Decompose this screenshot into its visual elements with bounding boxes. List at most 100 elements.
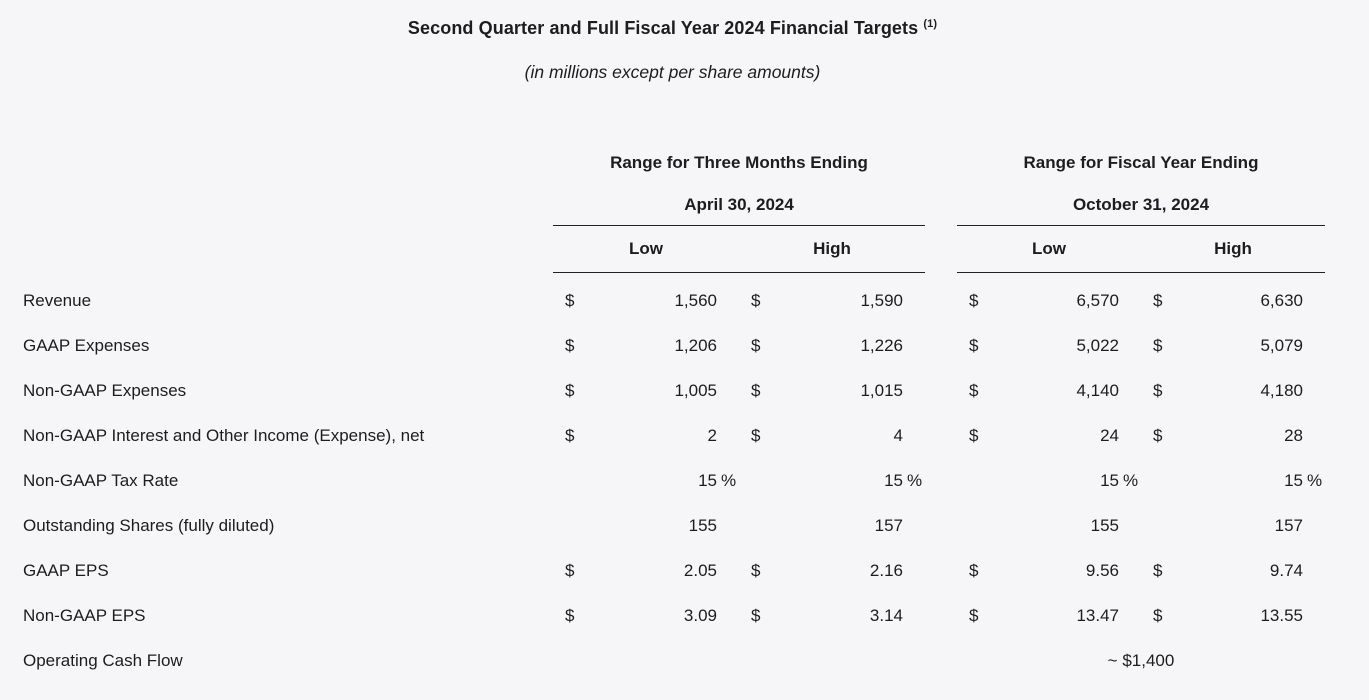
fy-low-column-header: Low (1032, 239, 1066, 258)
cell-q2-low: $2 (553, 413, 739, 458)
currency-prefix: $ (1153, 605, 1163, 625)
cell-value: 28 (1284, 425, 1303, 445)
table-row-non-gaap-eps: Non-GAAP EPS $3.09 $3.14 $13.47 $13.55 (0, 593, 1325, 638)
currency-prefix: $ (751, 605, 761, 625)
row-label: Operating Cash Flow (23, 650, 183, 670)
currency-prefix: $ (969, 605, 979, 625)
cell-q2-high: 157 (739, 503, 925, 548)
table-row-gaap-eps: GAAP EPS $2.05 $2.16 $9.56 $9.74 (0, 548, 1325, 593)
cell-value: 1,226 (860, 335, 903, 355)
group-gap (925, 140, 957, 185)
q2-low-high-headers: Low High (553, 226, 925, 273)
currency-prefix: $ (1153, 380, 1163, 400)
cell-value: 9.74 (1269, 560, 1303, 580)
cell-fy-high: $6,630 (1141, 278, 1325, 323)
cell-value: 15 (1284, 470, 1303, 490)
group-title-row: Range for Three Months Ending Range for … (0, 140, 1325, 185)
financial-targets-table: Range for Three Months Ending Range for … (0, 140, 1325, 683)
cell-fy-high: $9.74 (1141, 548, 1325, 593)
currency-prefix: $ (565, 290, 575, 310)
cell-value: 3.09 (683, 605, 717, 625)
group-gap (925, 185, 957, 226)
currency-prefix: $ (1153, 425, 1163, 445)
cell-q2-low: 155 (553, 503, 739, 548)
percent-suffix: % (1123, 470, 1139, 490)
cell-value: 1,005 (674, 380, 717, 400)
currency-prefix: $ (565, 335, 575, 355)
cell-q2-high: $1,226 (739, 323, 925, 368)
currency-prefix: $ (969, 560, 979, 580)
percent-suffix: % (907, 470, 923, 490)
row-label: Revenue (23, 290, 92, 310)
document-header: Second Quarter and Full Fiscal Year 2024… (0, 0, 1345, 83)
cell-fy-combined: ~ $1,400 (1107, 650, 1175, 670)
cell-fy-high: $4,180 (1141, 368, 1325, 413)
row-label: Non-GAAP Tax Rate (23, 470, 179, 490)
cell-fy-low: $4,140 (957, 368, 1141, 413)
cell-fy-high: $28 (1141, 413, 1325, 458)
cell-fy-high: 157 (1141, 503, 1325, 548)
cell-value: 5,079 (1260, 335, 1303, 355)
cell-fy-high: $5,079 (1141, 323, 1325, 368)
cell-value: 6,630 (1260, 290, 1303, 310)
currency-prefix: $ (751, 335, 761, 355)
row-label: Non-GAAP Interest and Other Income (Expe… (23, 425, 425, 445)
cell-fy-low: 155 (957, 503, 1141, 548)
cell-value: 4,180 (1260, 380, 1303, 400)
currency-prefix: $ (565, 425, 575, 445)
row-label: Non-GAAP Expenses (23, 380, 187, 400)
row-label: Outstanding Shares (fully diluted) (23, 515, 275, 535)
title-footnote-superscript: (1) (923, 18, 938, 30)
header-spacer (0, 185, 553, 226)
cell-value: 157 (874, 515, 903, 535)
q2-low-column-header: Low (629, 239, 663, 258)
currency-prefix: $ (969, 290, 979, 310)
cell-fy-high: 15% (1141, 458, 1325, 503)
cell-value: 4,140 (1076, 380, 1119, 400)
cell-fy-low: $9.56 (957, 548, 1141, 593)
cell-value: 1,015 (860, 380, 903, 400)
currency-prefix: $ (969, 380, 979, 400)
header-spacer (0, 226, 553, 273)
currency-prefix: $ (1153, 560, 1163, 580)
fy-low-high-headers: Low High (957, 226, 1325, 273)
page-title-text: Second Quarter and Full Fiscal Year 2024… (407, 18, 919, 38)
cell-fy-low: $13.47 (957, 593, 1141, 638)
table-row-outstanding-shares: Outstanding Shares (fully diluted) 155 1… (0, 503, 1325, 548)
cell-value: 2 (707, 425, 717, 445)
cell-q2-high: 15% (739, 458, 925, 503)
cell-value: 3.14 (869, 605, 903, 625)
cell-fy-low: $5,022 (957, 323, 1141, 368)
currency-prefix: $ (565, 380, 575, 400)
cell-q2-low: $2.05 (553, 548, 739, 593)
page-title: Second Quarter and Full Fiscal Year 2024… (0, 0, 1345, 39)
cell-value: 1,560 (674, 290, 717, 310)
group-date-row: April 30, 2024 October 31, 2024 (0, 185, 1325, 226)
fy-high-column-header: High (1214, 239, 1252, 258)
currency-prefix: $ (1153, 335, 1163, 355)
empty-q2-cells (553, 638, 957, 683)
low-high-header-row: Low High Low High (0, 226, 1325, 273)
cell-value: 157 (1274, 515, 1303, 535)
table-row-non-gaap-tax-rate: Non-GAAP Tax Rate 15% 15% 15% 15% (0, 458, 1325, 503)
currency-prefix: $ (751, 425, 761, 445)
column-group-fy-title: Range for Fiscal Year Ending (1023, 152, 1259, 172)
cell-value: 6,570 (1076, 290, 1119, 310)
cell-value: 2.05 (683, 560, 717, 580)
cell-fy-low: $6,570 (957, 278, 1141, 323)
cell-value: 9.56 (1085, 560, 1119, 580)
percent-suffix: % (721, 470, 737, 490)
cell-value: 2.16 (869, 560, 903, 580)
page-subtitle: (in millions except per share amounts) (524, 62, 821, 82)
cell-q2-high: $3.14 (739, 593, 925, 638)
cell-q2-high: $1,015 (739, 368, 925, 413)
cell-value: 15 (1100, 470, 1119, 490)
cell-q2-low: $1,005 (553, 368, 739, 413)
cell-fy-high: $13.55 (1141, 593, 1325, 638)
cell-value: 155 (1090, 515, 1119, 535)
row-label: Non-GAAP EPS (23, 605, 146, 625)
currency-prefix: $ (751, 560, 761, 580)
table-row-non-gaap-expenses: Non-GAAP Expenses $1,005 $1,015 $4,140 $… (0, 368, 1325, 413)
table-row-gaap-expenses: GAAP Expenses $1,206 $1,226 $5,022 $5,07… (0, 323, 1325, 368)
cell-q2-low: $1,206 (553, 323, 739, 368)
